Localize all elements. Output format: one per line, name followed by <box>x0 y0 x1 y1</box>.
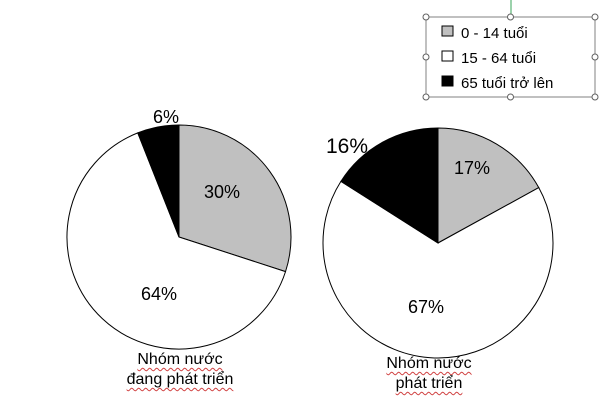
pie-1-slice-1-label: 67% <box>408 297 444 317</box>
pie-1-slice-2 <box>340 127 439 244</box>
legend[interactable]: 0 - 14 tuổi 15 - 64 tuổi 65 tuổi trở lên <box>422 0 599 101</box>
legend-handle-4 <box>591 53 599 61</box>
legend-swatch-1 <box>441 50 454 62</box>
pie-1-slice-1 <box>322 180 554 359</box>
caption-developed-line-1: Nhóm nước <box>386 355 472 372</box>
caption-developing-line-1: Nhóm nước <box>137 351 223 368</box>
legend-handle-6 <box>507 93 514 101</box>
legend-selection-handles <box>422 13 599 101</box>
legend-box <box>425 16 596 98</box>
pie-1-slice-0 <box>437 127 540 244</box>
pie-0-slice-1 <box>66 132 287 350</box>
legend-items: 0 - 14 tuổi 15 - 64 tuổi 65 tuổi trở lên <box>441 25 553 92</box>
pie-0-slice-0-label: 30% <box>204 182 240 202</box>
pie-1-slice-0-label: 17% <box>454 158 490 178</box>
legend-handle-0 <box>422 13 430 21</box>
pie-0-slice-2-label: 6% <box>153 107 179 127</box>
pie-1-slice-2-label: 16% <box>326 135 368 158</box>
legend-label-0: 0 - 14 tuổi <box>461 25 528 42</box>
caption-developed-line-2: phát triển <box>395 375 463 392</box>
caption-developing: Nhóm nước đang phát triển <box>80 350 280 390</box>
pie-0-slice-1-label: 64% <box>141 284 177 304</box>
legend-swatch-0 <box>441 25 454 37</box>
pie-developing: 30% 64% 6% <box>66 107 292 350</box>
legend-handle-5 <box>422 93 430 101</box>
legend-label-1: 15 - 64 tuổi <box>461 50 536 67</box>
legend-label-2: 65 tuổi trở lên <box>461 75 553 92</box>
legend-handle-3 <box>422 53 430 61</box>
pie-0-slice-2 <box>137 124 180 238</box>
pie-0-slice-0 <box>178 124 292 273</box>
legend-handle-7 <box>591 93 599 101</box>
caption-developing-line-2: đang phát triển <box>126 371 234 388</box>
legend-swatch-2 <box>441 75 454 87</box>
pie-developed: 17% 67% 16% <box>322 127 554 359</box>
caption-developed: Nhóm nước phát triển <box>329 354 529 394</box>
legend-handle-1 <box>507 13 514 21</box>
legend-handle-2 <box>591 13 599 21</box>
